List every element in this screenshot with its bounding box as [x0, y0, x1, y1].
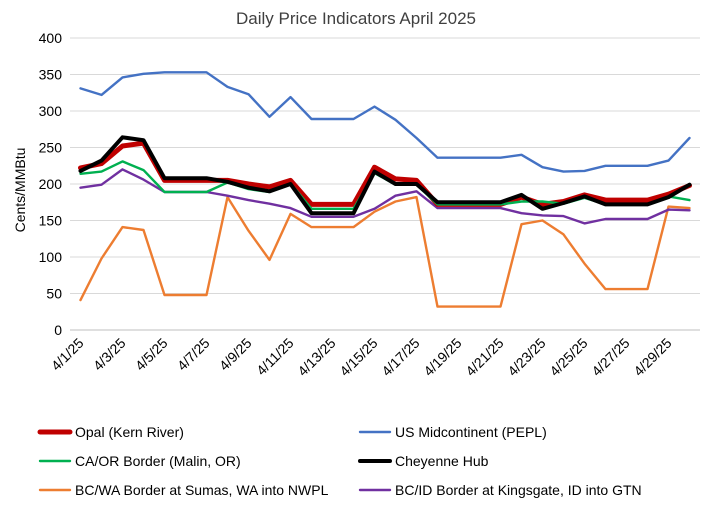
legend-item: Opal (Kern River): [37, 424, 184, 440]
legend-label: CA/OR Border (Malin, OR): [75, 453, 241, 469]
y-tick-label: 300: [39, 103, 63, 119]
legend-item: BC/ID Border at Kingsgate, ID into GTN: [358, 482, 642, 498]
y-tick-label: 400: [39, 30, 63, 46]
legend-label: Cheyenne Hub: [395, 453, 489, 469]
x-tick-label: 4/23/25: [504, 335, 548, 379]
x-tick-label: 4/25/25: [546, 335, 590, 379]
x-tick-label: 4/1/25: [48, 335, 87, 374]
legend-item: BC/WA Border at Sumas, WA into NWPL: [38, 482, 329, 498]
legend-item: Cheyenne Hub: [358, 453, 489, 469]
legend-item: US Midcontinent (PEPL): [358, 424, 547, 440]
x-tick-label: 4/9/25: [216, 335, 255, 374]
x-tick-label: 4/27/25: [588, 335, 632, 379]
series-line: [78, 140, 692, 207]
gridlines: [70, 37, 700, 294]
legend-item: CA/OR Border (Malin, OR): [38, 453, 241, 469]
series-line: [79, 71, 691, 173]
legend-label: BC/ID Border at Kingsgate, ID into GTN: [395, 482, 642, 498]
x-tick-label: 4/5/25: [132, 335, 171, 374]
y-tick-label: 200: [39, 176, 63, 192]
y-tick-label: 250: [39, 140, 63, 156]
x-tick-label: 4/13/25: [294, 335, 338, 379]
x-tick-label: 4/17/25: [378, 335, 422, 379]
x-tick-label: 4/21/25: [462, 335, 506, 379]
y-axis-label: Cents/MMBtu: [12, 148, 28, 233]
y-tick-label: 50: [46, 286, 62, 302]
x-tick-label: 4/11/25: [253, 335, 297, 379]
y-tick-label: 100: [39, 249, 63, 265]
series-line: [78, 135, 692, 216]
series-line: [79, 195, 691, 308]
x-tick-label: 4/7/25: [174, 335, 213, 374]
legend-label: Opal (Kern River): [75, 424, 184, 440]
x-tick-label: 4/19/25: [420, 335, 464, 379]
y-tick-label: 150: [39, 213, 63, 229]
series-lines: [78, 71, 692, 308]
y-tick-label: 350: [39, 67, 63, 83]
legend-label: BC/WA Border at Sumas, WA into NWPL: [75, 482, 329, 498]
legend-label: US Midcontinent (PEPL): [395, 424, 547, 440]
legend: Opal (Kern River) US Midcontinent (PEPL) C…: [37, 424, 642, 498]
y-tick-label: 0: [54, 322, 62, 338]
chart-title: Daily Price Indicators April 2025: [236, 9, 476, 28]
x-tick-label: 4/3/25: [90, 335, 129, 374]
x-tick-label: 4/29/25: [630, 335, 674, 379]
x-tick-label: 4/15/25: [336, 335, 380, 379]
